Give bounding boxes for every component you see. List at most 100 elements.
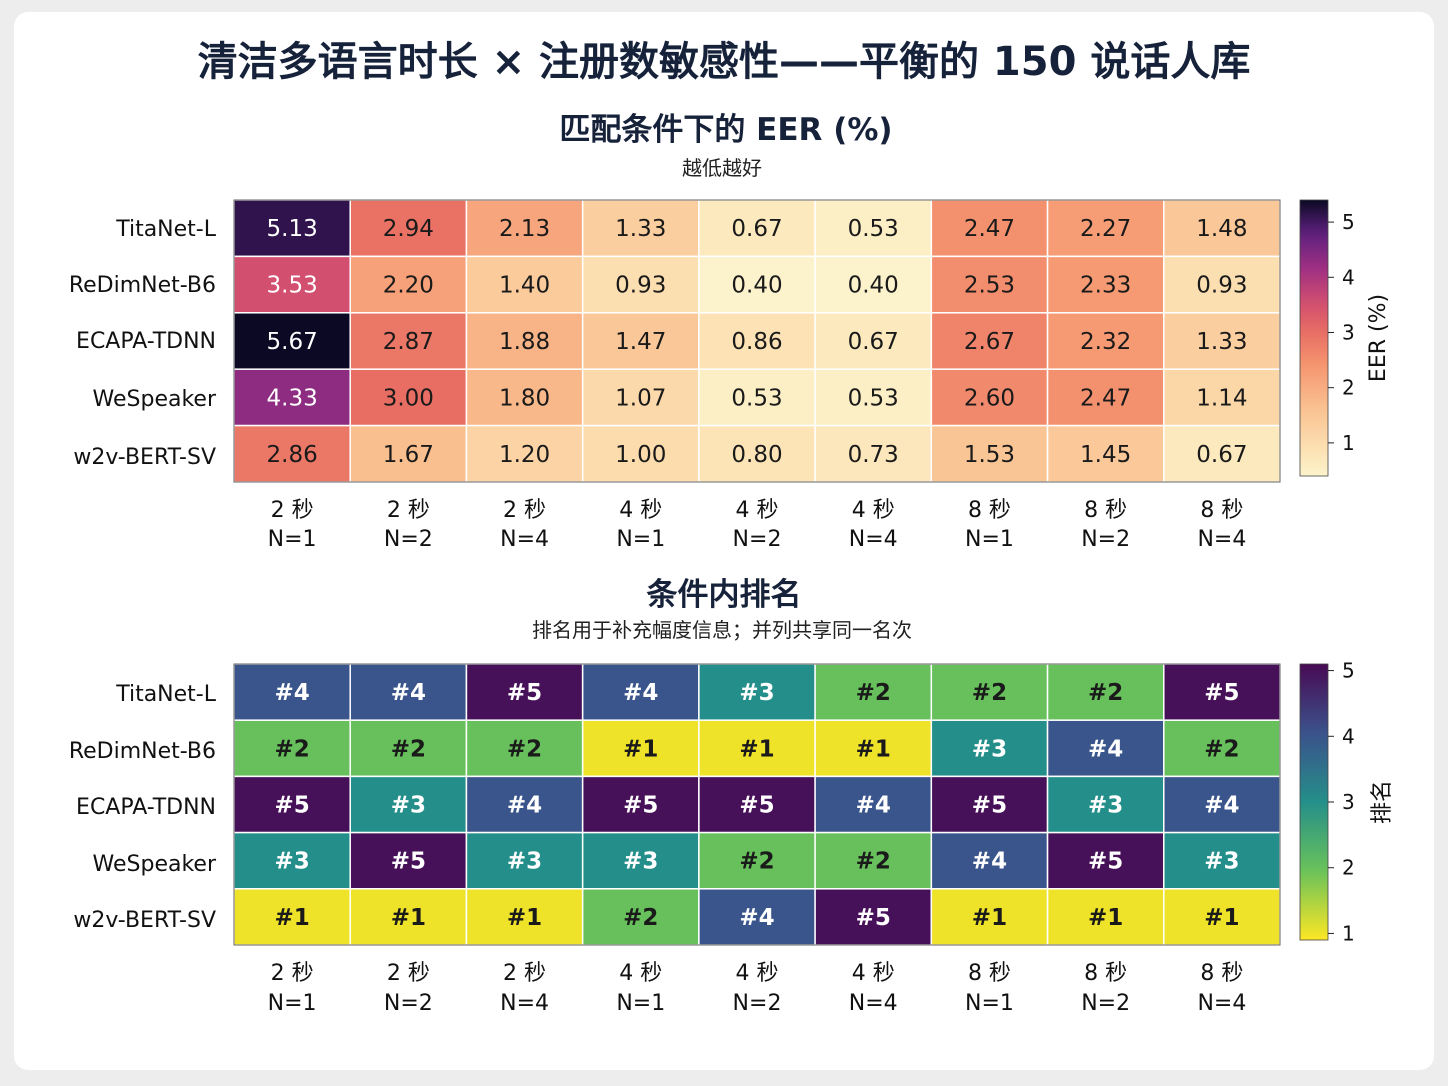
cell-value-label: #5 (972, 793, 1007, 819)
cell-value-label: #2 (1088, 680, 1123, 706)
cell-value-label: #4 (391, 680, 426, 706)
heatmap-cell (1046, 663, 1165, 721)
cell-value-label: #1 (391, 905, 426, 931)
column-duration-label: 4 秒 (619, 498, 662, 523)
row-label: w2v-BERT-SV (73, 445, 216, 470)
heatmap-cell (930, 424, 1049, 483)
heatmap-cell (698, 888, 816, 946)
cell-value-label: 1.33 (615, 216, 666, 242)
cell-value-label: #3 (739, 680, 774, 706)
cell-value-label: #5 (739, 793, 774, 819)
eer-panel-title: 匹配条件下的 EER (%) (559, 112, 892, 148)
column-duration-label: 4 秒 (852, 498, 895, 523)
cell-value-label: 0.40 (848, 273, 899, 299)
cell-value-label: #5 (507, 680, 542, 706)
cell-value-label: 2.86 (267, 442, 318, 468)
cell-value-label: #4 (1088, 736, 1123, 762)
heatmap-cell (814, 888, 933, 946)
eer-heatmap-panel: 匹配条件下的 EER (%) 越低越好 5.13 2.94 2.13 1.33 0.67… (69, 112, 1391, 552)
heatmap-cell (1163, 312, 1281, 370)
heatmap-cell (581, 888, 700, 946)
eer-colorbar: 1 2 3 4 5 (1299, 199, 1355, 477)
cell-value-label: 3.53 (267, 273, 318, 299)
heatmap-cell (1046, 255, 1165, 314)
heatmap-cell (1163, 255, 1281, 314)
cell-value-label: 2.33 (1080, 273, 1131, 299)
cell-value-label: 2.13 (499, 216, 550, 242)
column-count-label: N=1 (616, 527, 665, 552)
cell-value-label: #5 (1204, 680, 1239, 706)
cell-value-label: 0.67 (848, 329, 899, 355)
cell-value-label: #4 (1204, 793, 1239, 819)
heatmap-cell (1046, 199, 1165, 258)
row-label: TitaNet-L (115, 217, 217, 242)
heatmap-cell (233, 255, 351, 314)
column-duration-label: 2 秒 (387, 961, 430, 986)
row-label: ReDimNet-B6 (69, 273, 216, 298)
column-duration-label: 8 秒 (968, 961, 1011, 986)
colorbar-tick-label: 3 (1342, 790, 1355, 814)
cell-value-label: #2 (274, 736, 309, 762)
cell-value-label: #2 (739, 849, 774, 875)
cell-value-label: 2.87 (383, 329, 434, 355)
column-duration-label: 4 秒 (736, 961, 779, 986)
column-count-label: N=1 (616, 991, 665, 1016)
heatmap-cell (814, 719, 933, 778)
column-duration-label: 8 秒 (1200, 498, 1243, 523)
heatmap-cell (581, 663, 700, 721)
cell-value-label: #1 (274, 905, 309, 931)
column-duration-label: 4 秒 (619, 961, 662, 986)
cell-value-label: #4 (507, 793, 542, 819)
cell-value-label: #2 (856, 680, 891, 706)
heatmap-cell (1163, 831, 1281, 890)
heatmap-cell (1163, 719, 1281, 778)
column-count-label: N=2 (1081, 527, 1130, 552)
colorbar-tick-label: 2 (1342, 376, 1355, 400)
colorbar-gradient (1299, 199, 1329, 477)
cell-value-label: 2.94 (383, 216, 434, 242)
cell-value-label: 1.20 (499, 442, 550, 468)
heatmap-cell (698, 312, 816, 370)
heatmap-cell (930, 663, 1049, 721)
colorbar-tick-label: 3 (1342, 320, 1355, 344)
column-count-label: N=2 (1081, 991, 1130, 1016)
rank-panel-title: 条件内排名 (647, 577, 802, 613)
cell-value-label: #3 (507, 849, 542, 875)
cell-value-label: #1 (972, 905, 1007, 931)
rank-heatmap-panel: 条件内排名 排名用于补充幅度信息；并列共享同一名次 #4 #4 #5 #4 #3 #2 #2… (69, 577, 1395, 1016)
column-count-label: N=4 (849, 991, 898, 1016)
cell-value-label: #5 (391, 849, 426, 875)
cell-value-label: #2 (623, 905, 658, 931)
heatmap-cell (233, 424, 351, 483)
cell-value-label: #5 (856, 905, 891, 931)
column-count-label: N=4 (1197, 527, 1246, 552)
cell-value-label: 0.73 (848, 442, 899, 468)
cell-value-label: 1.45 (1080, 442, 1131, 468)
heatmap-cell (1163, 663, 1281, 721)
heatmap-cell (349, 831, 468, 890)
cell-value-label: 1.88 (499, 329, 550, 355)
heatmap-cell (349, 312, 468, 370)
cell-value-label: 1.00 (615, 442, 666, 468)
row-label: ECAPA-TDNN (76, 795, 216, 820)
cell-value-label: 5.13 (267, 216, 318, 242)
column-duration-label: 2 秒 (503, 498, 546, 523)
heatmap-cell (581, 424, 700, 483)
column-duration-label: 8 秒 (1200, 961, 1243, 986)
rank-colorbar-label: 排名 (1370, 780, 1395, 824)
heatmap-cell (698, 255, 816, 314)
heatmap-cell (814, 199, 933, 258)
heatmap-cell (233, 719, 351, 778)
heatmap-cell (465, 312, 584, 370)
heatmap-cell (698, 775, 816, 834)
cell-value-label: 2.53 (964, 273, 1015, 299)
heatmap-cell (465, 255, 584, 314)
heatmap-cell (1046, 719, 1165, 778)
cell-value-label: 5.67 (267, 329, 318, 355)
cell-value-label: #1 (623, 736, 658, 762)
column-duration-label: 8 秒 (1084, 498, 1127, 523)
heatmap-cell (698, 719, 816, 778)
heatmap-frame (233, 199, 1281, 483)
cell-value-label: 1.47 (615, 329, 666, 355)
column-count-label: N=4 (1197, 991, 1246, 1016)
